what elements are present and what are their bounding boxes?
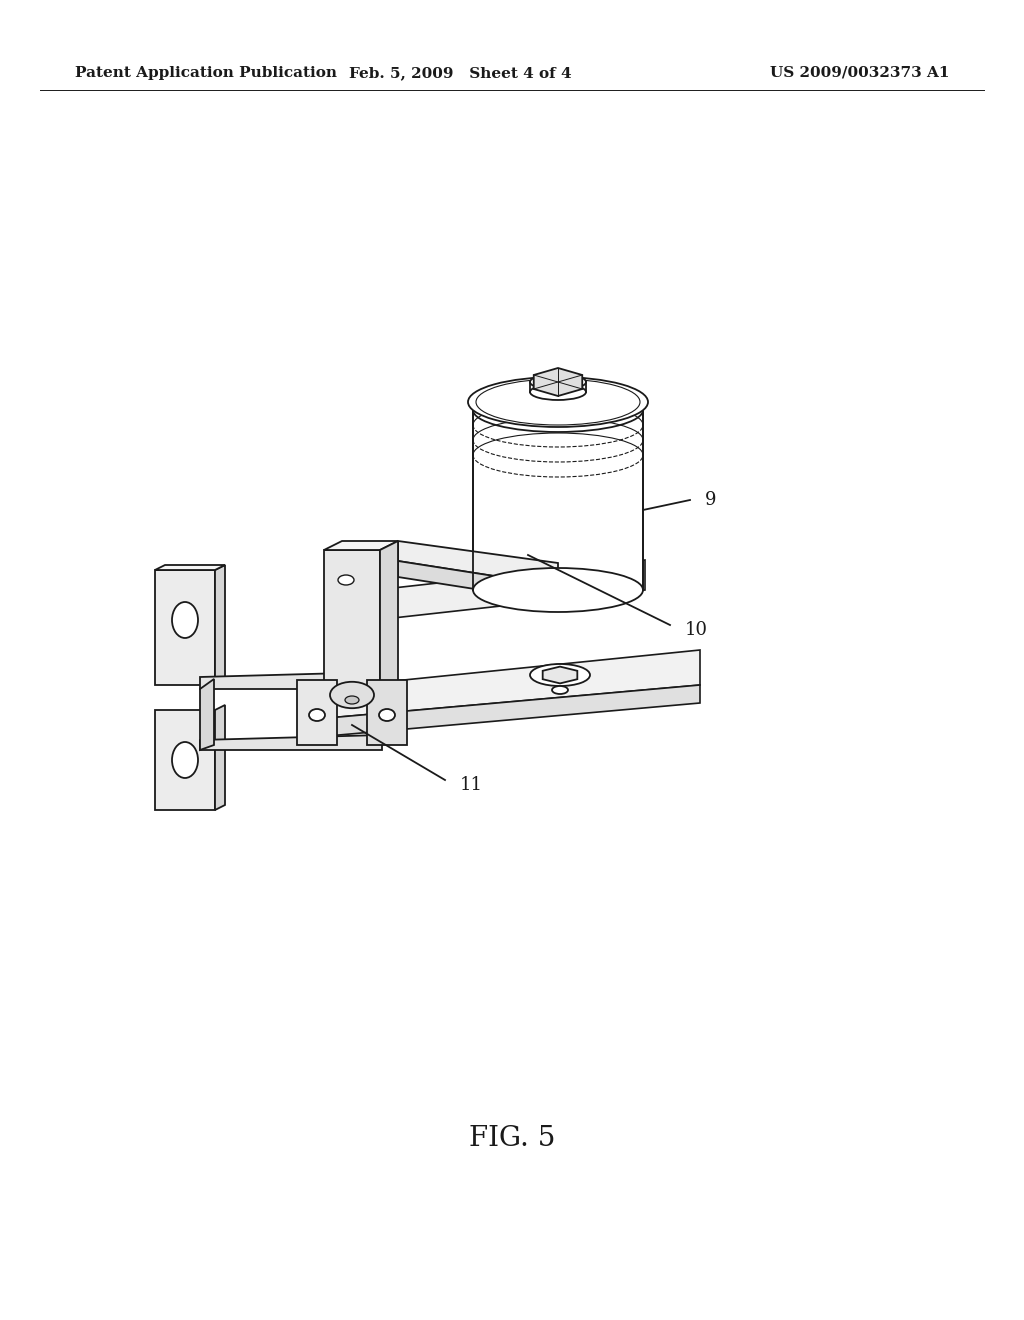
Polygon shape [297, 680, 337, 744]
Polygon shape [543, 667, 578, 684]
Ellipse shape [476, 379, 640, 425]
Ellipse shape [530, 374, 586, 389]
Polygon shape [305, 685, 700, 738]
Text: FIG. 5: FIG. 5 [469, 1125, 555, 1151]
Polygon shape [155, 565, 225, 570]
Text: Feb. 5, 2009   Sheet 4 of 4: Feb. 5, 2009 Sheet 4 of 4 [349, 66, 571, 81]
Polygon shape [155, 710, 215, 810]
Polygon shape [155, 570, 215, 685]
Polygon shape [330, 560, 645, 624]
Ellipse shape [473, 568, 643, 612]
Text: US 2009/0032373 A1: US 2009/0032373 A1 [770, 66, 950, 81]
Ellipse shape [330, 682, 374, 709]
Polygon shape [398, 541, 558, 586]
Ellipse shape [172, 742, 198, 777]
Ellipse shape [530, 384, 586, 400]
Polygon shape [215, 565, 225, 685]
Polygon shape [200, 678, 214, 750]
Polygon shape [324, 541, 398, 550]
Ellipse shape [473, 388, 643, 432]
Ellipse shape [552, 686, 568, 694]
Ellipse shape [530, 664, 590, 686]
Text: 11: 11 [460, 776, 483, 795]
Polygon shape [473, 411, 643, 590]
Ellipse shape [468, 378, 648, 426]
Polygon shape [398, 561, 558, 602]
Polygon shape [305, 649, 700, 719]
Polygon shape [215, 705, 225, 810]
Ellipse shape [172, 602, 198, 638]
Ellipse shape [338, 576, 354, 585]
Ellipse shape [345, 696, 359, 704]
Polygon shape [367, 680, 407, 744]
Text: Patent Application Publication: Patent Application Publication [75, 66, 337, 81]
Ellipse shape [309, 709, 325, 721]
Polygon shape [200, 735, 382, 750]
Polygon shape [380, 541, 398, 690]
Ellipse shape [379, 709, 395, 721]
Text: 9: 9 [705, 491, 717, 510]
Polygon shape [534, 368, 583, 396]
Polygon shape [324, 550, 380, 690]
Polygon shape [200, 672, 382, 689]
Text: 10: 10 [685, 620, 708, 639]
